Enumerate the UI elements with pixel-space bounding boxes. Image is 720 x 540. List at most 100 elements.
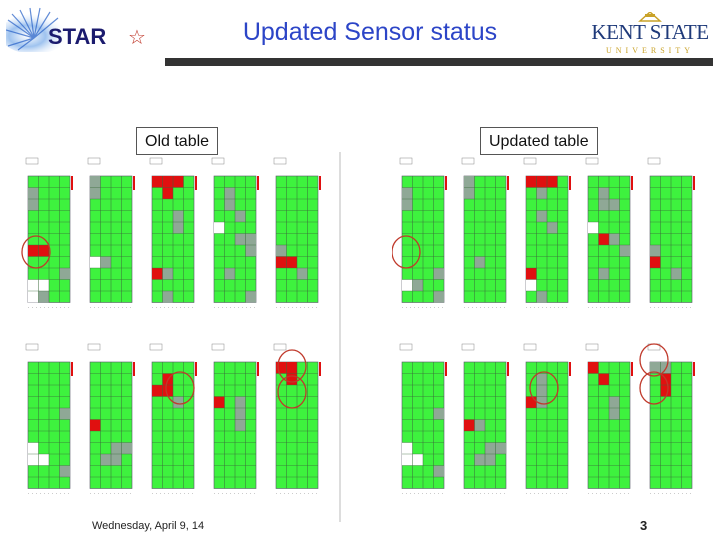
sensor-cell (650, 245, 661, 257)
sensor-cell (162, 291, 173, 303)
sensor-map (211, 157, 259, 308)
sensor-edge-marker (507, 362, 509, 376)
sensor-cell (526, 396, 537, 408)
sensor-cell (59, 268, 70, 280)
sensor-cell (235, 210, 246, 222)
sensor-cell (162, 187, 173, 199)
sensor-cell (245, 245, 256, 257)
sensor-cell (536, 176, 547, 188)
highlight-circle (392, 235, 421, 269)
sensor-cell (598, 233, 609, 245)
sensor-cell (609, 408, 620, 420)
sensor-edge-marker (133, 176, 135, 190)
sensor-cell (28, 454, 39, 466)
sensor-cell (28, 442, 39, 454)
sensor-edge-marker (257, 362, 259, 376)
sensor-cell (152, 176, 163, 188)
sensor-cell (598, 268, 609, 280)
sensor-cell (526, 279, 537, 291)
sensor-cell (276, 256, 287, 268)
sensor-header-tag (87, 157, 101, 165)
sensor-edge-marker (319, 176, 321, 190)
sensor-cell (38, 279, 49, 291)
sensor-map (461, 343, 509, 494)
sensor-cell (59, 465, 70, 477)
sensor-header-tag (461, 343, 475, 351)
sensor-header-tag (399, 157, 413, 165)
sensor-edge-marker (319, 362, 321, 376)
sensor-cell (38, 245, 49, 257)
sensor-cell (609, 396, 620, 408)
sensor-cell (402, 279, 413, 291)
highlight-circle (639, 371, 669, 405)
sensor-cell (100, 454, 111, 466)
sensor-cell (100, 256, 111, 268)
sensor-cell (474, 454, 485, 466)
sensor-cell (173, 396, 184, 408)
kent-state-sub: UNIVERSITY (606, 46, 694, 55)
sensor-cell (28, 199, 39, 211)
sensor-cell (474, 419, 485, 431)
sensor-cell (433, 268, 444, 280)
sensor-header-tag (149, 157, 163, 165)
sensor-cell (276, 245, 287, 257)
sensor-edge-marker (71, 176, 73, 190)
sensor-cell (28, 279, 39, 291)
sensor-cell (433, 408, 444, 420)
star-logo-text: STAR (48, 24, 106, 49)
sensor-header-tag (523, 157, 537, 165)
sensor-cell (412, 279, 423, 291)
sensor-cell (474, 256, 485, 268)
highlight-circle (165, 371, 195, 405)
sensor-cell (536, 385, 547, 397)
sensor-header-tag (25, 343, 39, 351)
sensor-cell (402, 442, 413, 454)
sensor-map (273, 343, 321, 494)
sensor-cell (650, 256, 661, 268)
sensor-map (523, 343, 571, 494)
sensor-cell (286, 373, 297, 385)
sensor-cell (162, 385, 173, 397)
highlight-circle (529, 371, 559, 405)
sensor-edge-marker (445, 362, 447, 376)
sensor-header-tag (647, 157, 661, 165)
sensor-cell (485, 454, 496, 466)
sensor-cell (214, 396, 225, 408)
sensor-map (149, 343, 197, 494)
sensor-cell (90, 256, 101, 268)
sensor-cell (286, 362, 297, 374)
sensor-map (211, 343, 259, 494)
sensor-cell (609, 199, 620, 211)
sensor-edge-marker (631, 176, 633, 190)
sensor-cell (173, 210, 184, 222)
sensor-edge-marker (195, 362, 197, 376)
sensor-cell (598, 373, 609, 385)
sensor-cell (38, 291, 49, 303)
sensor-cell (152, 385, 163, 397)
sensor-cell (402, 187, 413, 199)
sensor-map (399, 157, 447, 308)
sensor-cell (547, 222, 558, 234)
sensor-edge-marker (71, 362, 73, 376)
sensor-cell (671, 268, 682, 280)
sensor-cell (464, 176, 475, 188)
sensor-map (25, 157, 73, 308)
sensor-cell (235, 419, 246, 431)
sensor-cell (245, 233, 256, 245)
sensor-cell (598, 187, 609, 199)
sensor-cell (412, 454, 423, 466)
sensor-map (149, 157, 197, 308)
sensor-header-tag (523, 343, 537, 351)
sensor-map (647, 157, 695, 308)
old-table-label: Old table (136, 127, 219, 155)
sensor-cell (111, 454, 122, 466)
sensor-cell (111, 442, 122, 454)
updated-table-label: Updated table (480, 127, 598, 155)
sensor-edge-marker (257, 176, 259, 190)
header-rule (165, 58, 713, 66)
sensor-header-tag (211, 157, 225, 165)
sensor-cell (235, 233, 246, 245)
sensor-cell (526, 176, 537, 188)
sensor-cell (464, 187, 475, 199)
